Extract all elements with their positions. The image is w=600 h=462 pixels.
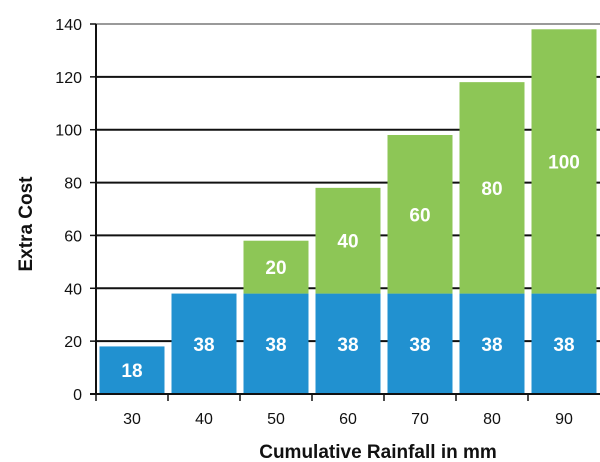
bar-data-label: 38: [553, 335, 574, 356]
bar-labels: 18 38 38 20 38 40 38 60 38 80 38 100: [121, 152, 579, 382]
bar-segment: [243, 240, 309, 294]
bar-segment: [99, 346, 165, 394]
bar-data-label: 100: [548, 152, 580, 173]
x-axis-title: Cumulative Rainfall in mm: [259, 442, 497, 462]
bar-segment: [243, 293, 309, 394]
bar-segment: [531, 293, 597, 394]
bar-data-label: 38: [409, 335, 430, 356]
bar-segment: [387, 135, 453, 294]
bars: [99, 29, 597, 394]
y-tick-label: 0: [73, 387, 82, 404]
y-tick-labels: 0 20 40 60 80 100 120 140: [55, 17, 82, 404]
y-tick-label: 140: [55, 17, 82, 34]
bar-segment: [459, 82, 525, 294]
y-tick-label: 120: [55, 70, 82, 87]
bar-segment: [387, 293, 453, 394]
bar-data-label: 40: [337, 232, 358, 253]
y-axis-title: Extra Cost: [16, 176, 37, 272]
bar-segment: [315, 187, 381, 294]
x-tick-label: 80: [483, 411, 501, 428]
bar-data-label: 38: [337, 335, 358, 356]
y-tick-label: 100: [55, 123, 82, 140]
x-tick-label: 60: [339, 411, 357, 428]
y-tick-label: 40: [64, 281, 82, 298]
bar-segment: [315, 293, 381, 394]
bar-data-label: 80: [481, 179, 502, 200]
bar-data-label: 38: [265, 335, 286, 356]
x-tick-label: 40: [195, 411, 213, 428]
x-tick-label: 30: [123, 411, 141, 428]
x-tick-labels: 30 40 50 60 70 80 90: [123, 411, 573, 428]
y-tick-label: 20: [64, 334, 82, 351]
x-tick-label: 70: [411, 411, 429, 428]
bar-segment: [531, 29, 597, 294]
bar-data-label: 38: [193, 335, 214, 356]
x-tick-label: 50: [267, 411, 285, 428]
y-tick-label: 80: [64, 176, 82, 193]
axes: [90, 23, 600, 401]
bar-data-label: 20: [265, 258, 286, 279]
bar-data-label: 60: [409, 205, 430, 226]
y-tick-label: 60: [64, 228, 82, 245]
bar-data-label: 38: [481, 335, 502, 356]
bar-segment: [171, 293, 237, 394]
x-tick-label: 90: [555, 411, 573, 428]
bar-segment: [459, 293, 525, 394]
bar-data-label: 18: [121, 361, 142, 382]
